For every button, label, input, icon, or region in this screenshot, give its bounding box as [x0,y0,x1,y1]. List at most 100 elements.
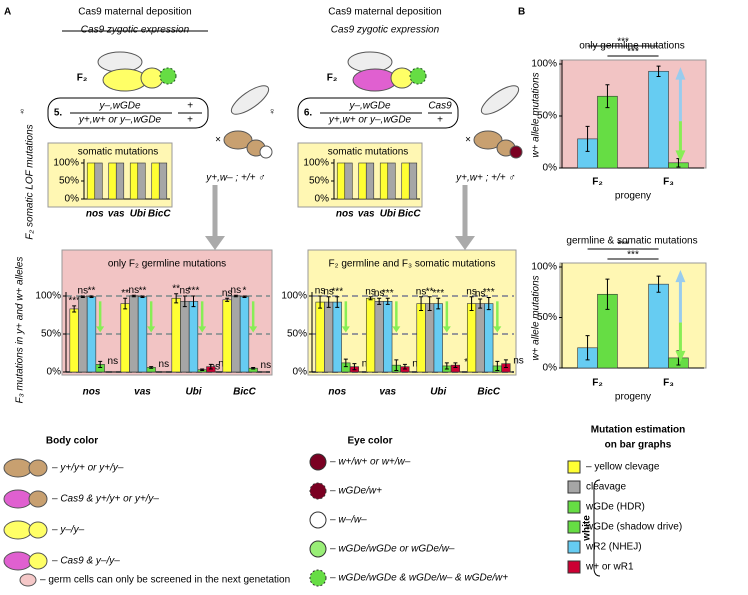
x-tick-label: F₃ [663,378,674,389]
error-bar [453,362,458,368]
y-tick-label: 100% [531,262,557,273]
bar [379,162,389,200]
bar [129,162,139,200]
bar [137,162,146,200]
legend-entry: – Cas9 & y+/y+ or y+/y– [51,494,159,505]
bar [336,162,346,200]
significance-label: ns [261,360,272,371]
trend-arrow-head [198,326,207,333]
label: y+,w– ; +/+ ♂ [205,173,265,184]
significance-label: ns [108,356,119,367]
significance-label: ns [315,286,326,297]
fly-abdomen [473,130,503,150]
y-axis-label: F₂ somatic LOF mutations [25,124,36,239]
legend-swatch [567,500,581,514]
legend-group: white [582,515,593,542]
error-bar [182,295,187,308]
trend-arrow-head [675,150,686,162]
eye-icon [309,511,327,529]
error-bar [326,296,331,308]
significance-label: ** [172,283,180,294]
y-tick-label: 0% [543,363,558,374]
significance-label: ns [475,289,486,300]
error-bar [174,293,179,304]
label: Cas9 maternal deposition [78,7,191,18]
x-tick-label: vas [379,387,396,398]
bar [120,303,130,373]
fly-eye [159,67,177,85]
trend-arrow-head [392,326,401,333]
significance-label: ns [323,286,334,297]
label: Cas9 maternal deposition [328,7,441,18]
label: + [437,115,443,126]
y-tick-label: 0% [543,163,558,174]
eye-icon [309,540,327,558]
error-bar [343,358,348,368]
significance-label: ns [513,355,524,366]
chart-title: somatic mutations [328,147,409,158]
bar [387,162,396,200]
fly-abdomen [3,489,33,509]
bar [466,303,477,373]
bar [358,162,367,200]
bar [315,301,325,373]
x-tick-label: nos [83,387,101,398]
bar [86,162,96,200]
y-tick-label: 50% [537,111,557,122]
y-axis-label: w+ allele mutations [531,72,542,157]
fly-thorax [28,521,48,539]
error-bar [605,84,610,109]
y-tick-label: 100% [35,291,61,302]
legend-title: on bar graphs [605,440,672,451]
legend-bracket [593,479,601,577]
label: y–,wGDe [348,101,391,112]
significance-label: *** [483,287,495,298]
legend-title: Mutation estimation [591,425,685,436]
significance-label: *** [617,37,629,48]
label: y+,w+ or y–,wGDe [328,115,412,126]
bar [324,301,334,373]
legend-entry: w+ or wR1 [585,562,634,573]
x-tick-label: nos [336,209,354,220]
y-tick-label: 0% [65,194,80,205]
fly-thorax [28,490,48,508]
fly-abdomen [3,520,33,540]
error-bar [585,335,590,361]
x-tick-label: vas [134,387,151,398]
error-bar [368,296,373,301]
fly-thorax [28,552,48,570]
bar [648,283,669,369]
x-tick-label: Ubi [430,387,446,398]
legend-entry: – wGDe/w+ [329,486,382,497]
fly-eye [259,145,273,159]
legend-title: Body color [46,436,98,447]
label: + [187,101,193,112]
error-bar [503,359,508,368]
significance-label: ns [365,286,376,297]
label: F₂ [77,73,88,84]
significance-label: ns [222,288,233,299]
error-bar [80,295,85,299]
flow-arrow-head [455,236,475,250]
legend-swatch [567,480,581,494]
legend-entry: cleavage [586,482,626,493]
error-bar [656,65,661,77]
significance-label: ** [426,286,434,297]
bar [188,301,199,373]
error-bar [200,368,205,371]
bar [239,296,250,373]
trend-arrow-head [675,67,686,80]
bar [151,162,160,200]
y-tick-label: 50% [287,329,307,340]
significance-label: *** [382,288,394,299]
label: 6. [304,108,313,119]
bar [374,301,384,373]
error-bar [242,295,247,299]
error-bar [72,305,77,313]
panel-label: A [4,7,11,18]
legend-entry: – yellow clevage [586,462,660,473]
legend-entry: – wGDe/wGDe or wGDe/w– [329,544,455,555]
bar [383,301,393,373]
legend-entry: wGDe (shadow drive) [585,522,682,533]
